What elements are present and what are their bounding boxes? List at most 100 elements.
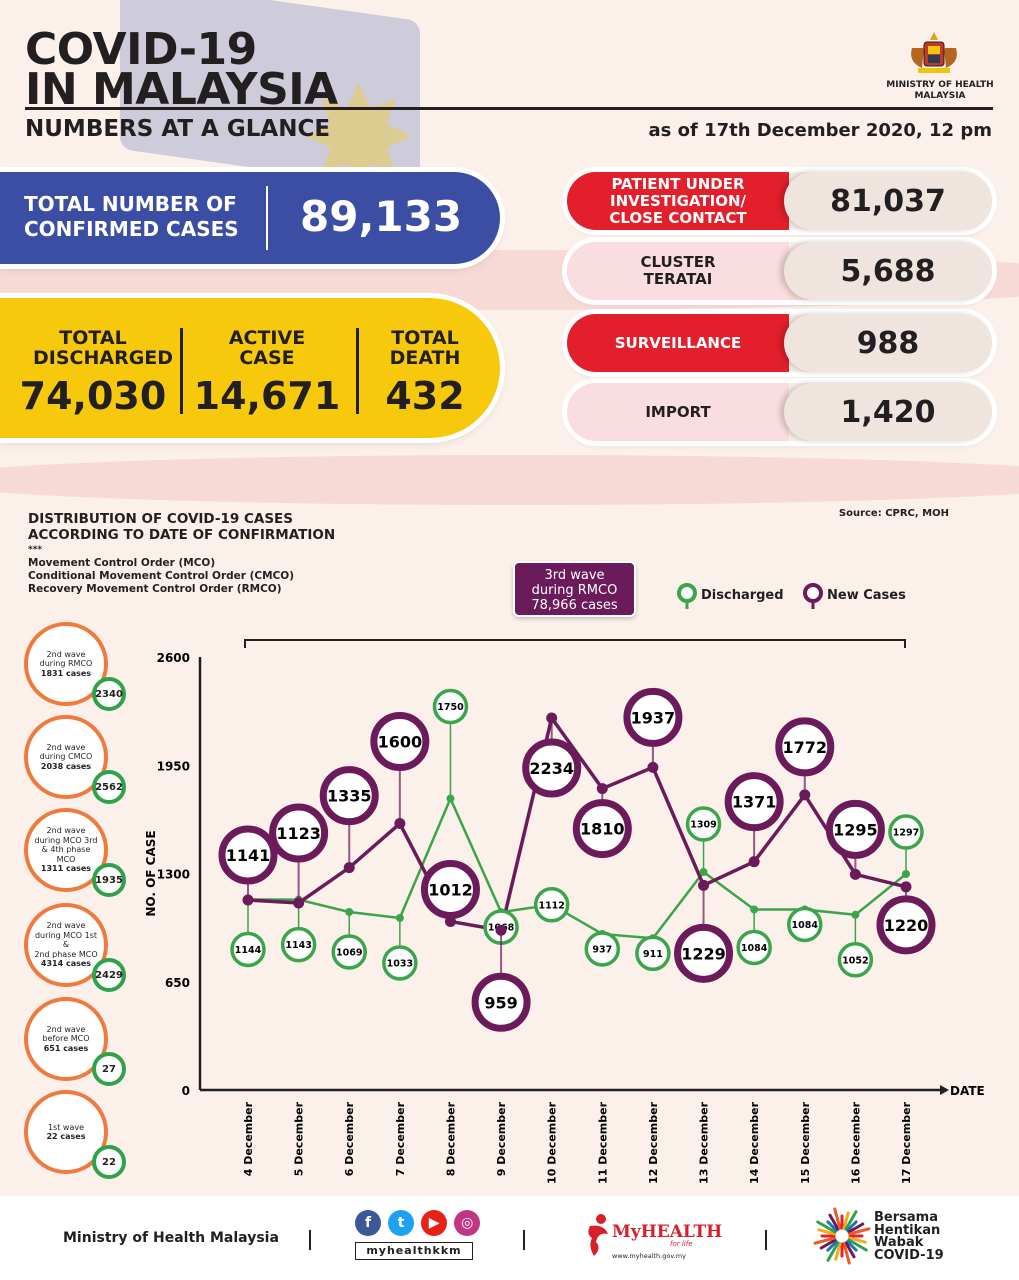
discharged-point (851, 910, 860, 919)
footer-divider (309, 1230, 311, 1250)
discharged-marker (685, 806, 722, 842)
third-wave-badge: 3rd wave during RMCO 78,966 cases (513, 561, 636, 617)
new-cases-marker (269, 803, 329, 863)
new-cases-data-label: 1937 (631, 708, 676, 727)
wave-text: 2nd wave (46, 649, 86, 659)
discharged-marker (787, 906, 823, 943)
wave-text: 2nd wave (46, 826, 86, 836)
x-tick-label: 11 December (596, 1101, 609, 1184)
stat-divider (356, 328, 359, 414)
daily-cases-line-chart: 0 650 1300 1950 2600 NO. OF CASE DATE 4 Decembe… (144, 639, 985, 1184)
new-cases-point (698, 879, 710, 891)
y-tick-label: 1300 (157, 868, 190, 882)
wave-text: & 4th phase MCO (41, 845, 91, 864)
burst-ray (826, 1241, 840, 1262)
wave-text: 2nd wave (46, 1024, 86, 1034)
x-tick-label: 12 December (647, 1101, 660, 1184)
category-pill-pui: PATIENT UNDER INVESTIGATION/ CLOSE CONTA… (567, 172, 992, 230)
category-pill-teratai: CLUSTER TERATAI 5,688 (567, 242, 992, 300)
slogan-line: Bersama (874, 1210, 938, 1225)
as-of-date: as of 17th December 2020, 12 pm (648, 120, 992, 141)
discharged-data-label: 1309 (690, 820, 716, 831)
discharged-marker (331, 934, 367, 970)
x-tick-label: 9 December (495, 1101, 508, 1176)
wave-text: 22 cases (46, 1132, 86, 1141)
mco-definition: Movement Control Order (MCO) (28, 557, 216, 569)
discharged-marker (736, 929, 772, 966)
wave-discharged-badge: 1935 (92, 863, 126, 897)
wave-discharged-badge: 2562 (92, 770, 126, 804)
third-wave-bracket (244, 639, 906, 648)
page-subtitle: NUMBERS AT A GLANCE (25, 116, 331, 142)
category-pill-surveillance: SURVEILLANCE 988 (567, 314, 992, 372)
y-tick-label: 650 (165, 976, 190, 990)
new-cases-legend-icon (803, 583, 823, 609)
discharged-marker (635, 935, 671, 972)
card-divider (266, 186, 268, 250)
active-stat: ACTIVE CASE 14,671 (192, 328, 342, 418)
new-cases-marker (724, 772, 784, 832)
ministry-name-line-2: MALAYSIA (914, 91, 966, 101)
new-cases-point (596, 783, 608, 795)
slogan-line: COVID-19 (874, 1247, 944, 1263)
category-label: IMPORT (567, 383, 789, 441)
category-value: 5,688 (784, 242, 992, 300)
death-label: TOTAL DEATH (389, 327, 461, 369)
chart-title-line-1: DISTRIBUTION OF COVID-19 CASES (28, 511, 293, 527)
footer: Ministry of Health Malaysia f t ▶ ◎ myhe… (0, 1196, 1019, 1280)
discharged-data-label: 1750 (437, 702, 464, 713)
new-cases-data-label: 1295 (833, 820, 878, 839)
facebook-icon[interactable]: f (355, 1210, 381, 1236)
title-line-1: COVID-19 (25, 24, 257, 75)
instagram-icon[interactable]: ◎ (454, 1210, 481, 1236)
death-value: 432 (385, 374, 465, 418)
total-confirmed-label: TOTAL NUMBER OF CONFIRMED CASES (24, 192, 239, 241)
myhealth-logo-text: MyHEALTH (612, 1222, 723, 1242)
category-value: 988 (784, 314, 992, 372)
source-note: Source: CPRC, MOH (838, 508, 949, 519)
twitter-icon[interactable]: t (388, 1210, 415, 1236)
category-value: 81,037 (784, 172, 992, 230)
burst-ray (816, 1220, 837, 1234)
burst-ray (842, 1242, 851, 1265)
mco-definitions: Movement Control Order (MCO) Conditional… (28, 557, 294, 596)
wave-discharged-badge: 22 (92, 1145, 126, 1179)
burst-ray (847, 1222, 865, 1234)
burst-ray (847, 1238, 868, 1252)
rmco-definition: Recovery Movement Control Order (RMCO) (28, 583, 282, 595)
discharged-data-label: 1112 (538, 900, 564, 911)
x-axis-label: DATE (950, 1084, 985, 1098)
new-cases-marker (572, 799, 632, 859)
wave-text: 2nd phase MCO (34, 949, 98, 959)
new-cases-data-label: 1141 (226, 846, 271, 865)
youtube-icon[interactable]: ▶ (421, 1210, 448, 1236)
category-value: 1,420 (784, 383, 992, 441)
discharged-value: 74,030 (19, 374, 167, 418)
category-label: CLUSTER TERATAI (567, 242, 789, 300)
wave-text: 2nd wave (46, 921, 86, 931)
wave-discharged-badge: 27 (92, 1052, 126, 1086)
new-cases-point (849, 868, 861, 880)
wave-text: 1311 cases (40, 864, 92, 874)
y-tick-label: 2600 (157, 651, 190, 665)
wave-text: 1st wave (47, 1122, 85, 1132)
new-cases-data-label: 1123 (276, 824, 321, 843)
title-line-2: IN MALAYSIA (25, 64, 338, 115)
discharged-point (902, 869, 910, 878)
y-tick-label: 0 (182, 1084, 190, 1098)
social-icons: f t ▶ ◎ (355, 1210, 482, 1236)
discharged-point (750, 905, 759, 914)
x-tick-label: 14 December (748, 1101, 761, 1184)
myhealth-url[interactable]: www.myhealth.gov.my (612, 1252, 686, 1260)
third-wave-line-2: during RMCO (531, 583, 618, 598)
burst-ray (844, 1241, 856, 1259)
social-handle[interactable]: myhealthkkm (355, 1242, 473, 1260)
discharged-data-label: 1144 (235, 945, 262, 956)
new-cases-marker (218, 825, 278, 885)
discharged-data-label: 1084 (792, 920, 819, 931)
death-stat: TOTAL DEATH 432 (372, 328, 478, 418)
discharged-data-label: 1052 (842, 955, 868, 966)
new-cases-point (799, 789, 811, 801)
burst-ray (813, 1236, 836, 1245)
